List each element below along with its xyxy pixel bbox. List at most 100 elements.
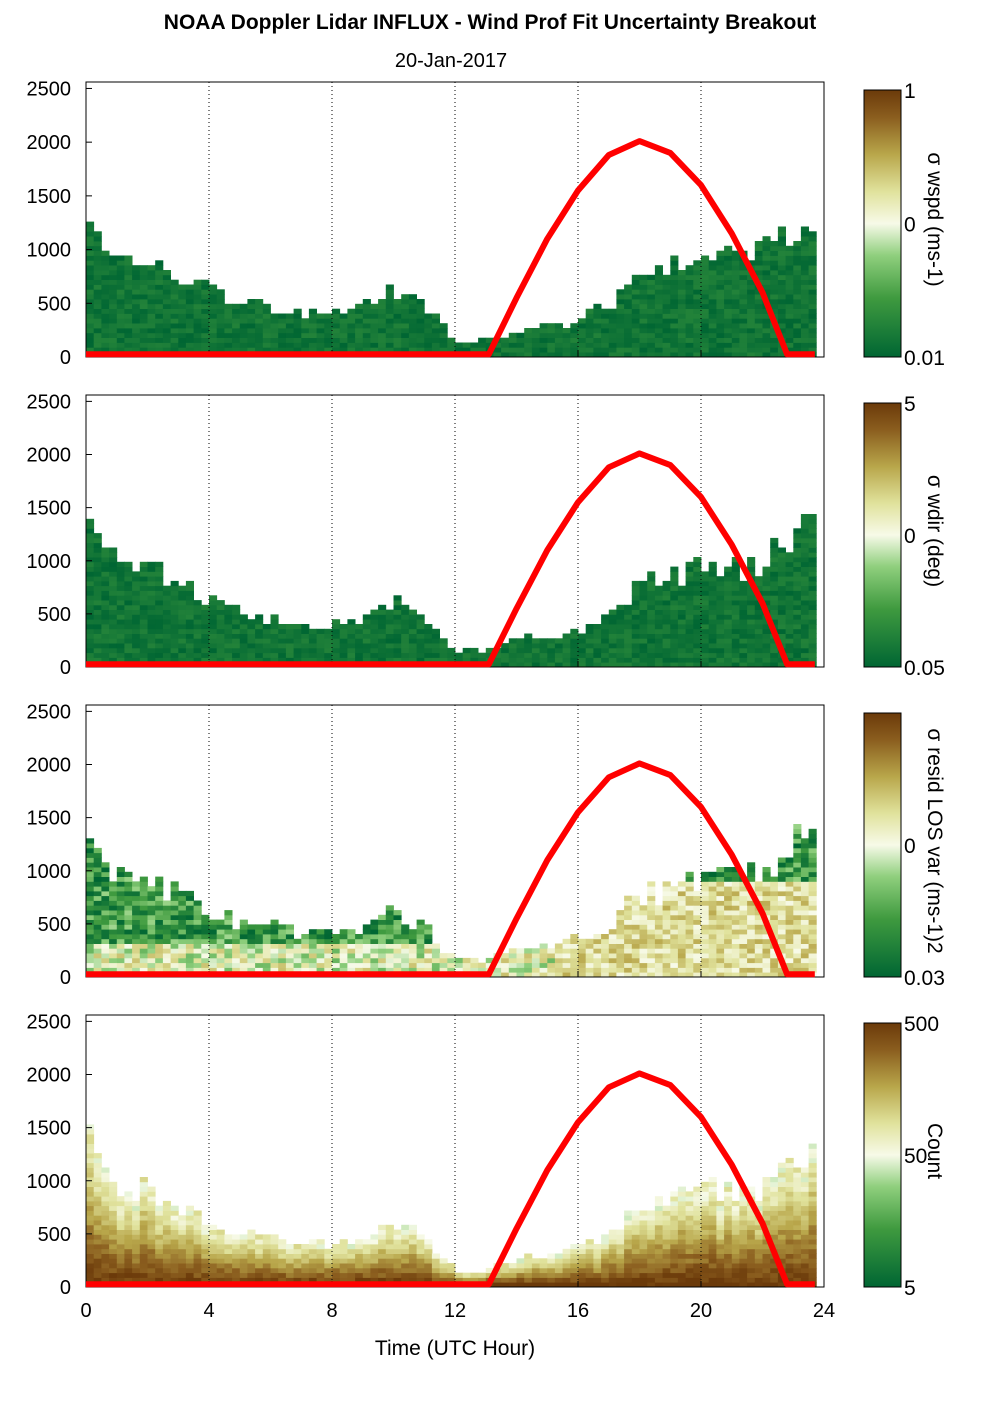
heatmap-cell xyxy=(593,323,602,329)
heatmap-cell xyxy=(647,929,656,935)
heatmap-cell xyxy=(232,604,241,610)
heatmap-cell xyxy=(109,318,118,324)
heatmap-cell xyxy=(132,647,141,654)
heatmap-cell xyxy=(616,619,625,625)
heatmap-cell xyxy=(155,585,164,591)
heatmap-cell xyxy=(770,542,779,548)
heatmap-cell xyxy=(739,337,748,343)
heatmap-cell xyxy=(178,308,187,314)
heatmap-cell xyxy=(654,274,663,280)
heatmap-cell xyxy=(431,943,440,949)
heatmap-cell xyxy=(624,313,633,319)
heatmap-cell xyxy=(285,953,294,959)
heatmap-cell xyxy=(601,1272,610,1278)
heatmap-cell xyxy=(209,1239,218,1245)
heatmap-cell xyxy=(155,967,164,973)
heatmap-cell xyxy=(378,604,387,610)
heatmap-cell xyxy=(139,337,148,343)
heatmap-cell xyxy=(147,1277,156,1283)
heatmap-cell xyxy=(670,890,679,897)
heatmap-cell xyxy=(393,957,402,964)
heatmap-cell xyxy=(132,895,141,901)
heatmap-cell xyxy=(339,328,348,334)
heatmap-cell xyxy=(147,652,156,658)
heatmap-cell xyxy=(554,967,563,973)
heatmap-cell xyxy=(101,1239,110,1245)
heatmap-cell xyxy=(155,1258,164,1264)
heatmap-cell xyxy=(355,1258,364,1264)
heatmap-cell xyxy=(447,1267,456,1274)
heatmap-cell xyxy=(378,628,387,634)
heatmap-cell xyxy=(739,313,748,319)
heatmap-cell xyxy=(777,547,786,553)
heatmap-cell xyxy=(116,1234,125,1240)
heatmap-cell xyxy=(701,270,710,276)
heatmap-cell xyxy=(793,604,802,610)
heatmap-cell xyxy=(393,318,402,324)
heatmap-cell xyxy=(124,1215,133,1221)
heatmap-cell xyxy=(501,957,510,964)
heatmap-cell xyxy=(708,890,717,897)
heatmap-cell xyxy=(624,662,633,668)
heatmap-cell xyxy=(508,652,517,658)
heatmap-cell xyxy=(355,1272,364,1278)
heatmap-cell xyxy=(747,619,756,625)
heatmap-cell xyxy=(647,571,656,577)
heatmap-cell xyxy=(539,342,548,348)
heatmap-cell xyxy=(724,867,733,873)
heatmap-cell xyxy=(109,1239,118,1245)
heatmap-cell xyxy=(701,337,710,343)
heatmap-cell xyxy=(731,886,740,892)
heatmap-cell xyxy=(216,1267,225,1274)
heatmap-cell xyxy=(270,342,279,348)
heatmap-cell xyxy=(516,657,525,663)
heatmap-cell xyxy=(155,962,164,968)
heatmap-cell xyxy=(608,318,617,324)
heatmap-cell xyxy=(424,347,433,353)
heatmap-cell xyxy=(401,1263,410,1269)
heatmap-cell xyxy=(793,957,802,964)
heatmap-cell xyxy=(178,890,187,897)
heatmap-cell xyxy=(101,1244,110,1250)
heatmap-cell xyxy=(739,881,748,887)
heatmap-cell xyxy=(93,1196,102,1202)
heatmap-cell xyxy=(785,255,794,261)
heatmap-cell xyxy=(662,948,671,954)
heatmap-cell xyxy=(109,919,118,925)
heatmap-cell xyxy=(685,638,694,644)
heatmap-cell xyxy=(662,590,671,596)
heatmap-cell xyxy=(601,638,610,644)
heatmap-cell xyxy=(332,342,341,348)
heatmap-cell xyxy=(716,614,725,620)
heatmap-cell xyxy=(147,1229,156,1235)
heatmap-cell xyxy=(193,1220,202,1226)
heatmap-cell xyxy=(408,318,417,324)
heatmap-cell xyxy=(308,1239,317,1245)
heatmap-cell xyxy=(362,929,371,935)
heatmap-cell xyxy=(747,604,756,610)
heatmap-cell xyxy=(578,332,587,338)
heatmap-cell xyxy=(162,1229,171,1235)
heatmap-cell xyxy=(654,919,663,925)
heatmap-cell xyxy=(585,624,594,630)
heatmap-cell xyxy=(685,323,694,329)
heatmap-cell xyxy=(262,929,271,935)
heatmap-cell xyxy=(116,1258,125,1264)
heatmap-cell xyxy=(247,624,256,630)
heatmap-cell xyxy=(124,270,133,276)
heatmap-cell xyxy=(570,948,579,954)
heatmap-cell xyxy=(224,633,233,639)
heatmap-cell xyxy=(101,255,110,261)
heatmap-cell xyxy=(677,943,686,949)
heatmap-cell xyxy=(701,938,710,944)
heatmap-cell xyxy=(93,1258,102,1264)
heatmap-cell xyxy=(808,342,817,348)
heatmap-cell xyxy=(685,652,694,658)
heatmap-cell xyxy=(324,628,333,634)
heatmap-cell xyxy=(147,633,156,639)
heatmap-cell xyxy=(239,624,248,630)
heatmap-cell xyxy=(716,957,725,964)
heatmap-cell xyxy=(209,938,218,944)
heatmap-cell xyxy=(301,624,310,630)
heatmap-cell xyxy=(578,957,587,964)
